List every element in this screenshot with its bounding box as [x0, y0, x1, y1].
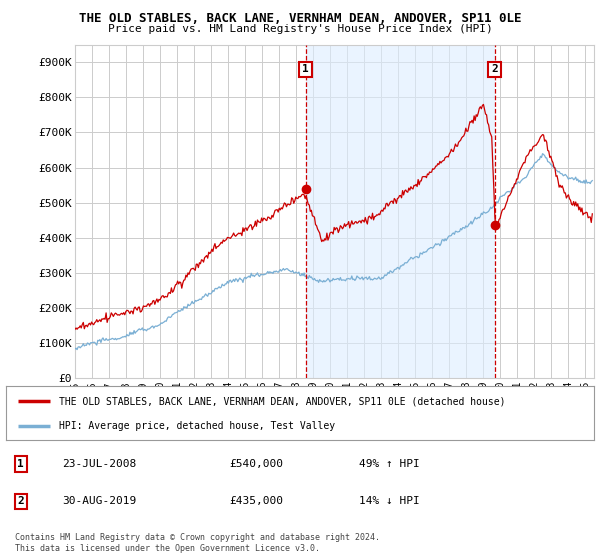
Text: HPI: Average price, detached house, Test Valley: HPI: Average price, detached house, Test…: [59, 421, 335, 431]
Text: 30-AUG-2019: 30-AUG-2019: [62, 496, 136, 506]
Text: Price paid vs. HM Land Registry's House Price Index (HPI): Price paid vs. HM Land Registry's House …: [107, 24, 493, 34]
Text: 2: 2: [491, 64, 498, 74]
Text: 2: 2: [17, 496, 24, 506]
Text: 23-JUL-2008: 23-JUL-2008: [62, 459, 136, 469]
Text: 49% ↑ HPI: 49% ↑ HPI: [359, 459, 419, 469]
Text: 14% ↓ HPI: 14% ↓ HPI: [359, 496, 419, 506]
Bar: [305, 45, 494, 378]
Text: £435,000: £435,000: [229, 496, 283, 506]
Text: THE OLD STABLES, BACK LANE, VERNHAM DEAN, ANDOVER, SP11 0LE: THE OLD STABLES, BACK LANE, VERNHAM DEAN…: [79, 12, 521, 25]
Text: 1: 1: [17, 459, 24, 469]
Text: 1: 1: [302, 64, 309, 74]
Text: Contains HM Land Registry data © Crown copyright and database right 2024.
This d: Contains HM Land Registry data © Crown c…: [15, 533, 380, 553]
Text: THE OLD STABLES, BACK LANE, VERNHAM DEAN, ANDOVER, SP11 0LE (detached house): THE OLD STABLES, BACK LANE, VERNHAM DEAN…: [59, 396, 505, 407]
Text: £540,000: £540,000: [229, 459, 283, 469]
